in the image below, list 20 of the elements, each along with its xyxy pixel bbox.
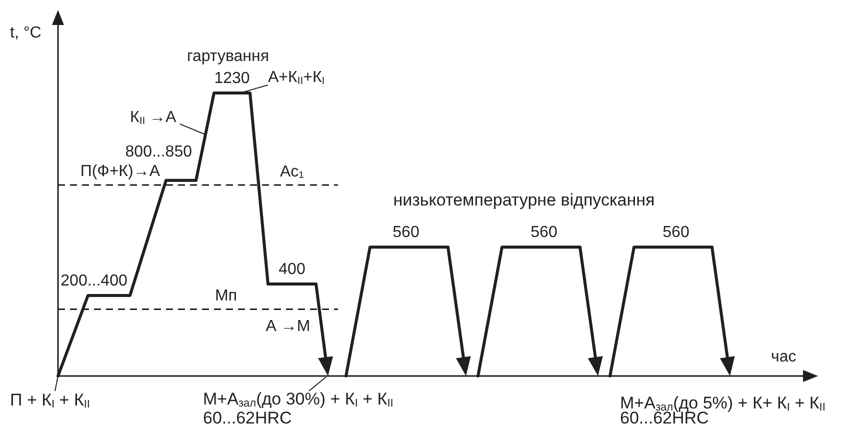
- annotation: А →М: [266, 318, 310, 335]
- text: 60...62HRC: [203, 408, 292, 428]
- text: П + К$_{I}$ + К$_{II}$: [10, 390, 90, 411]
- data-label: 1230: [214, 70, 250, 87]
- data-label: 560: [662, 224, 690, 242]
- text: А+К$_{II}$+К$_{I}$: [268, 69, 325, 88]
- data-label: 560: [530, 224, 558, 242]
- data-label: 200...400: [60, 272, 128, 290]
- data-label: 400: [278, 260, 306, 278]
- data-label: 560: [392, 224, 420, 242]
- annotation: К$_{II}$ →А: [130, 109, 176, 128]
- annotation: П(Ф+К)→А: [80, 163, 160, 180]
- ref-line-label: Ac₁: [280, 163, 304, 180]
- text: М+А$_{зал}$(до 30%) + К$_{I}$ + К$_{II}$: [203, 390, 394, 410]
- ref-line-label: Мп: [215, 288, 237, 305]
- x-axis-title: час: [771, 348, 796, 366]
- annotation: низькотемпературне відпускання: [393, 190, 655, 210]
- text: гартування: [187, 48, 269, 65]
- y-axis-title: t, °C: [10, 24, 42, 42]
- data-label: 800...850: [125, 143, 192, 160]
